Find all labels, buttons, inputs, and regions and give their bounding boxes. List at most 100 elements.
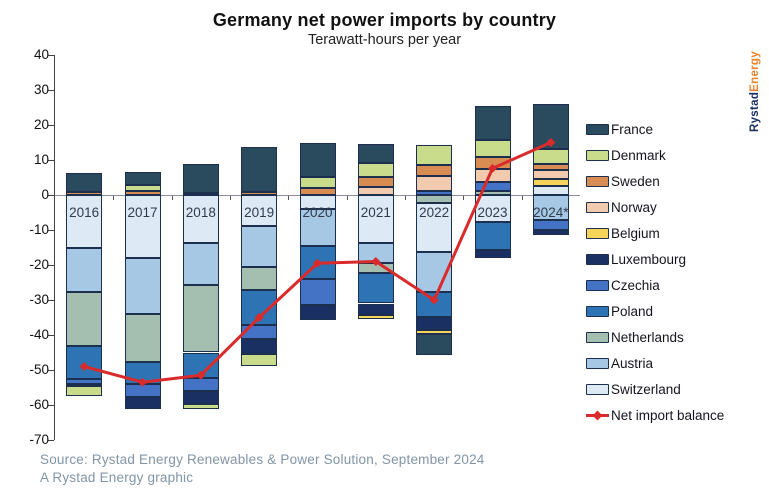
bar-segment-netherlands [357,263,394,274]
bar-segment-austria [124,258,161,314]
year-label: 2017 [127,205,158,220]
bar-segment-netherlands [416,195,453,204]
bar-segment-poland [241,289,278,325]
bar-segment-denmark [474,139,511,157]
legend-label: Luxembourg [611,251,687,267]
bar-segment-denmark [299,177,336,188]
source-text: Source: Rystad Energy Renewables & Power… [40,452,485,467]
legend: France Denmark Sweden Norway Belgium Luxembou… [586,116,724,428]
chart-title: Germany net power imports by country [212,10,557,30]
year-label: 2020 [302,205,333,220]
legend-item-luxembourg: Luxembourg [586,246,724,272]
bar-segment-luxembourg [416,317,453,330]
bar-segment-luxembourg [241,339,278,354]
legend-label: Denmark [611,147,666,163]
y-tick-label: 10 [33,152,49,167]
year-label: 2022 [419,205,450,220]
legend-label: France [611,121,654,137]
chart-subtitle: Terawatt-hours per year [307,32,462,48]
legend-item-norway: Norway [586,194,724,220]
bar-segment-france [241,146,278,193]
net-balance-line-icon [586,410,609,421]
bar-segment-france [124,171,161,185]
y-axis-tick [48,440,54,441]
bar-segment-france [416,333,453,356]
y-axis-tick [48,195,54,196]
bar-segment-austria [416,252,453,292]
y-tick-label: -40 [29,327,49,342]
logo-energy: Energy [749,51,761,92]
rystad-energy-logo: RystadEnergy [749,12,765,132]
bar-segment-norway [416,176,453,191]
zero-axis-tick [521,196,523,200]
graphic-credit-text: A Rystad Energy graphic [40,470,194,485]
y-tick-label: 40 [33,47,49,62]
legend-swatch-poland [586,305,609,317]
legend-swatch-sweden [586,175,609,187]
legend-item-czechia: Czechia [586,272,724,298]
bar-segment-luxembourg [66,384,103,387]
bar-segment-netherlands [241,266,278,290]
bar-segment-luxembourg [474,249,511,259]
y-tick-label: 20 [33,117,49,132]
zero-axis-tick [113,196,115,200]
y-tick-label: -30 [29,292,49,307]
bar-segment-czechia [532,219,569,230]
legend-swatch-netherlands [586,331,609,343]
legend-label: Netherlands [611,329,684,345]
bar-segment-czechia [182,378,219,391]
bar-segment-poland [182,352,219,379]
y-axis-tick [48,370,54,371]
y-axis [54,55,55,440]
legend-item-sweden: Sweden [586,168,724,194]
year-label: 2024* [533,205,569,220]
y-tick-label: -50 [29,362,49,377]
legend-label: Poland [611,303,654,319]
y-tick-label: -10 [29,222,49,237]
bar-segment-austria [182,242,219,285]
bar-segment-czechia [124,384,161,397]
legend-swatch-denmark [586,149,609,161]
bar-segment-france [474,106,511,140]
bar-segment-austria [357,243,394,264]
bar-segment-france [66,172,103,193]
legend-swatch-luxembourg [586,253,609,265]
zero-axis-tick [288,196,290,200]
bar-segment-luxembourg [532,230,569,235]
bar-segment-poland [66,346,103,380]
legend-swatch-czechia [586,279,609,291]
legend-swatch-belgium [586,227,609,239]
legend-item-denmark: Denmark [586,142,724,168]
bar-segment-norway [357,186,394,195]
zero-axis-tick [230,196,231,200]
bar-segment-france [182,163,219,194]
legend-swatch-norway [586,201,609,213]
legend-label: Net import balance [611,407,725,423]
bar-segment-netherlands [124,314,161,362]
bar-segment-denmark [357,163,394,178]
bar-segment-belgium [532,178,569,187]
bar-segment-sweden [416,164,453,177]
y-tick-label: -60 [29,397,49,412]
zero-axis-tick [405,196,406,200]
bar-year-2019 [241,55,278,440]
bar-segment-poland [474,221,511,250]
bar-year-2022 [416,55,453,440]
bar-segment-luxembourg [299,304,336,320]
legend-item-netherlands: Netherlands [586,324,724,350]
y-axis-tick [48,405,54,406]
legend-label: Belgium [611,225,660,241]
bar-segment-poland [416,291,453,318]
y-axis-tick [48,335,54,336]
bar-segment-netherlands [182,284,219,353]
year-label: 2019 [244,205,275,220]
legend-label: Switzerland [611,381,681,397]
legend-swatch-france [586,123,609,135]
y-axis-tick [48,300,54,301]
bar-segment-denmark [416,144,453,165]
bar-year-2024 [532,55,569,440]
bar-segment-france [357,143,394,164]
bar-year-2021 [357,55,394,440]
bar-segment-luxembourg [124,396,161,410]
bar-segment-netherlands [66,292,103,347]
